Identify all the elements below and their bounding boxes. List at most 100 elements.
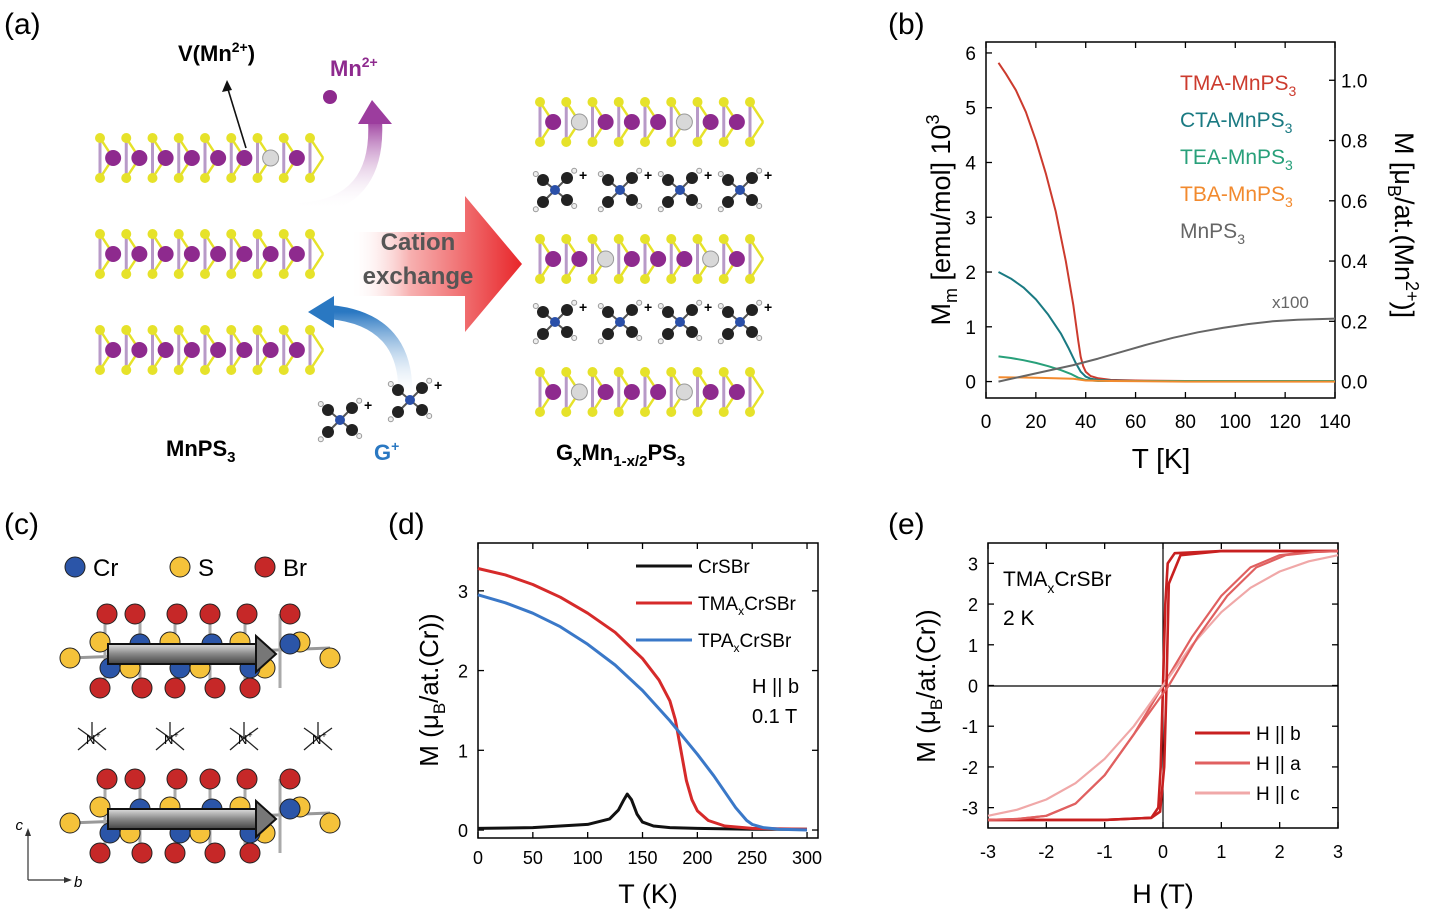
mnps3-label: MnPS3	[166, 436, 235, 466]
carbon-atom	[561, 304, 573, 316]
x-tick-label: 20	[1025, 412, 1046, 433]
legend-entry: H || c	[1256, 784, 1300, 805]
carbon-atom	[626, 326, 638, 338]
cation-exchange-text-1: Cation	[381, 229, 456, 256]
exchanged-layer	[535, 97, 765, 147]
sulfur-atom	[252, 229, 263, 239]
x-tick-label: 0	[473, 848, 483, 868]
sulfur-atom	[305, 173, 315, 183]
sulfur-atom	[226, 133, 237, 143]
mn-atom	[623, 114, 640, 130]
y-tick-label: 3	[965, 208, 976, 229]
x-tick-label: 100	[573, 848, 603, 868]
plot-b-xlabel: T [K]	[1132, 443, 1191, 474]
br-atom	[124, 768, 146, 790]
sulfur-atom	[587, 274, 598, 284]
br-atom	[199, 768, 221, 790]
sulfur-atom	[173, 269, 184, 279]
sulfur-atom	[95, 269, 105, 279]
exchanged-layer	[535, 367, 765, 417]
mn-atom	[288, 150, 305, 166]
y-tick-label: 2	[458, 662, 468, 682]
legend-entry: H || a	[1256, 754, 1301, 775]
br-atom	[124, 603, 146, 625]
guest-cation: +	[657, 167, 712, 213]
mn-atom	[236, 150, 253, 166]
br-atom	[204, 842, 226, 864]
sulfur-atom	[121, 229, 132, 239]
sulfur-atom	[745, 274, 755, 284]
hydrogen-atom	[571, 299, 578, 306]
sulfur-atom	[692, 367, 703, 377]
sulfur-atom	[535, 234, 545, 244]
x-tick-label: 40	[1075, 412, 1096, 433]
mn-atom	[157, 150, 174, 166]
carbon-atom	[746, 194, 758, 206]
sulfur-atom	[200, 133, 210, 143]
bond	[303, 737, 319, 751]
sulfur-atom	[666, 407, 677, 417]
carbon-atom	[322, 404, 334, 416]
mnps3-layer	[95, 325, 325, 375]
mn-vacancy	[702, 250, 720, 268]
guest-cation: +	[597, 167, 652, 213]
carbon-atom	[322, 426, 334, 438]
sulfur-atom	[147, 269, 158, 279]
plot-e-xlabel: H (T)	[1132, 879, 1193, 909]
sulfur-atom	[278, 173, 289, 183]
carbon-atom	[537, 174, 549, 186]
carbon-atom	[662, 306, 674, 318]
hydrogen-atom	[657, 206, 664, 213]
mn-vacancy	[675, 113, 693, 131]
hydrogen-atom	[571, 167, 578, 174]
carbon-atom	[722, 306, 734, 318]
mn-vacancy	[597, 250, 615, 268]
plot-d-ticks: 0 50 100 150 200 250 300 0 1 2 3	[458, 543, 822, 868]
hydrogen-atom	[717, 338, 724, 345]
panel-a-letter: (a)	[4, 8, 41, 41]
series-line	[987, 554, 1339, 817]
plot-e-legend: H || b H || a H || c	[1195, 724, 1301, 805]
mn-atom	[728, 114, 745, 130]
mn-atom	[105, 150, 122, 166]
x-tick-label: 60	[1125, 412, 1146, 433]
sulfur-atom	[561, 407, 572, 417]
crsbr-layer	[59, 768, 341, 864]
sulfur-atom	[587, 407, 598, 417]
hydrogen-atom	[532, 338, 539, 345]
carbon-atom	[626, 304, 638, 316]
br-atom	[279, 768, 301, 790]
crsbr-layer	[59, 603, 341, 699]
mn-atom	[183, 150, 200, 166]
hydrogen-atom	[571, 335, 578, 341]
sulfur-atom	[200, 365, 210, 375]
sulfur-atom	[226, 325, 237, 335]
carbon-atom	[686, 304, 698, 316]
guest-cation: +	[597, 299, 652, 345]
sulfur-atom	[640, 234, 650, 244]
panel-a: (a) V(Mn2+) Mn2+ Cation exchange + + + ++ + +…	[4, 8, 772, 470]
s-atom	[59, 812, 81, 834]
x-tick-label: 50	[523, 848, 543, 868]
series-line	[998, 376, 1335, 383]
carbon-atom	[662, 328, 674, 340]
sulfur-atom	[745, 407, 755, 417]
legend-entry: H || b	[1256, 724, 1301, 745]
y-right-tick-label: 1.0	[1341, 71, 1367, 92]
sulfur-atom	[561, 234, 572, 244]
cation-charge: +	[644, 167, 652, 183]
sulfur-atom	[305, 325, 315, 335]
y-right-tick-label: 0.2	[1341, 312, 1367, 333]
legend-atom-icon	[254, 556, 276, 578]
mn-atom	[236, 342, 253, 358]
legend-atom-label: Br	[283, 555, 307, 582]
x-tick-label: 3	[1333, 842, 1343, 862]
carbon-atom	[662, 196, 674, 208]
sulfur-atom	[613, 407, 624, 417]
plot-b-ylabel-right: M [μB/at.(Mn2+)]	[1384, 132, 1422, 318]
panel-b: (b) 0 20 40 60 80 100 120 140 0 1 2 3 4 5 6 0.0 0.2 0.4 0.…	[888, 8, 1422, 474]
y-tick-label: 3	[968, 554, 978, 574]
plot-d-legend: CrSBr TMAxCrSBr TPAxCrSBr	[636, 557, 797, 655]
series-line	[477, 792, 807, 831]
carbon-atom	[722, 174, 734, 186]
